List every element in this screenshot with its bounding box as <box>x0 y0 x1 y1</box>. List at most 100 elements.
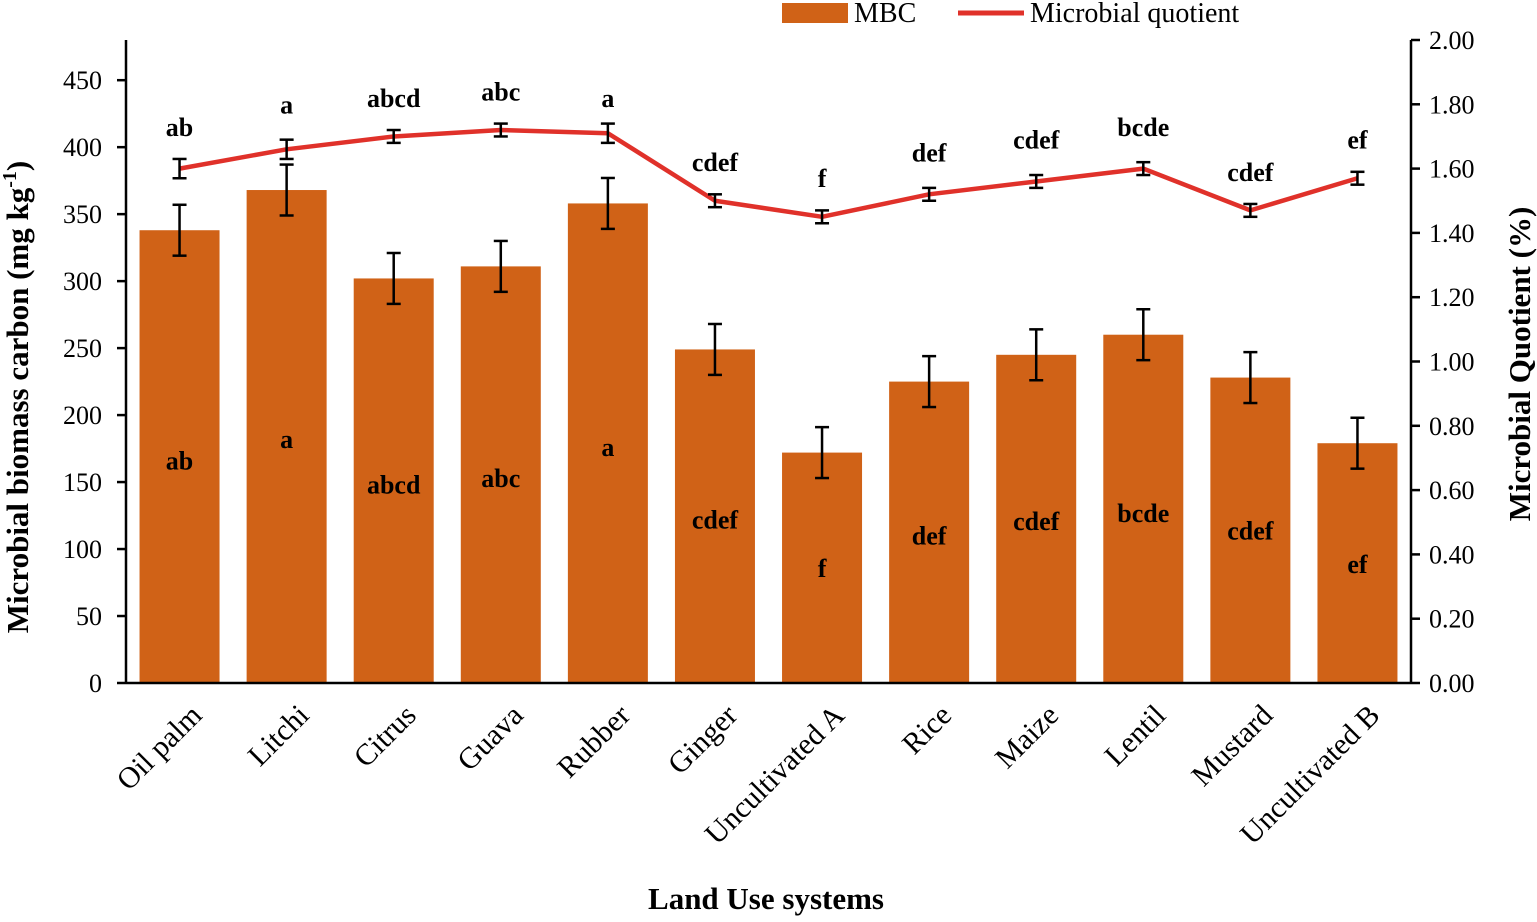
error-bar-mbc <box>386 251 401 306</box>
error-bar-quotient <box>1350 170 1365 186</box>
x-tick-label: Citrus <box>347 699 422 774</box>
bar-significance-label: a <box>601 433 614 462</box>
error-bar-quotient <box>386 128 401 145</box>
x-tick-label: Ginger <box>662 699 744 781</box>
x-tick-label: Maize <box>989 699 1065 775</box>
y-tick-label: 100 <box>63 535 102 564</box>
y2-tick-label: 1.20 <box>1429 283 1475 312</box>
bar-significance-label: ef <box>1347 550 1368 579</box>
legend: MBC Microbial quotient <box>782 0 1239 29</box>
line-significance-label: def <box>912 139 947 168</box>
y2-tick-label: 0.00 <box>1429 669 1475 698</box>
bar-significance-label: bcde <box>1117 499 1169 528</box>
y2-tick-label: 1.80 <box>1429 90 1475 119</box>
bar-significance-label: abcd <box>367 471 421 500</box>
bar-significance-label: cdef <box>1013 507 1060 536</box>
y-axis-title: Microbial biomass carbon (mg kg-1) <box>0 161 35 634</box>
bar-significance-label: abc <box>481 464 520 493</box>
error-bar-mbc <box>707 322 722 377</box>
error-bar-mbc <box>1136 308 1151 362</box>
bar-mbc <box>782 452 863 683</box>
legend-label-microbial-quotient: Microbial quotient <box>1030 0 1239 29</box>
bar-mbc <box>246 190 327 684</box>
y2-tick-label: 0.40 <box>1429 540 1475 569</box>
x-tick-label: Litchi <box>242 699 316 773</box>
error-bar-mbc <box>922 354 937 409</box>
error-bar-mbc <box>1243 350 1258 405</box>
line-significance-label: cdef <box>1013 126 1060 155</box>
bar-mbc <box>1103 334 1184 683</box>
bar-mbc <box>889 381 970 683</box>
error-bar-quotient <box>707 193 722 209</box>
y2-tick-label: 0.80 <box>1429 412 1475 441</box>
line-significance-label: a <box>280 90 293 119</box>
line-significance-label: bcde <box>1117 113 1169 142</box>
error-bar-quotient <box>1136 160 1151 177</box>
y2-tick-label: 1.60 <box>1429 155 1475 184</box>
y-tick-label: 200 <box>63 401 102 430</box>
bar-mbc <box>567 203 648 683</box>
y2-tick-label: 1.40 <box>1429 219 1475 248</box>
error-bar-mbc <box>493 239 508 294</box>
bar-significance-label: a <box>280 425 293 454</box>
bar-mbc <box>1210 377 1291 683</box>
error-bar-quotient <box>493 122 508 138</box>
y2-tick-label: 0.60 <box>1429 476 1475 505</box>
error-bar-quotient <box>600 122 615 145</box>
bar-mbc <box>139 230 220 684</box>
y-axis-title-sup: -1 <box>0 171 21 188</box>
legend-swatch-mbc <box>782 3 848 23</box>
x-tick-label: Lentil <box>1098 699 1172 773</box>
y2-tick-label: 0.20 <box>1429 605 1475 634</box>
y-tick-label: 450 <box>63 66 102 95</box>
y-axis-title-main: Microbial biomass carbon (mg kg <box>0 187 35 633</box>
line-significance-label: f <box>818 164 827 193</box>
y2-tick-label: 2.00 <box>1429 26 1475 55</box>
y-axis-title-close: ) <box>0 161 35 171</box>
line-significance-label: cdef <box>1227 158 1274 187</box>
bar-significance-label: cdef <box>1227 516 1274 545</box>
y2-tick-label: 1.00 <box>1429 348 1475 377</box>
line-microbial-quotient <box>179 127 1359 220</box>
error-bar-quotient <box>922 186 937 202</box>
line-significance-label: abcd <box>367 84 421 113</box>
error-bar-quotient <box>172 157 187 180</box>
error-bar-mbc <box>1350 416 1365 470</box>
error-bar-quotient <box>1243 202 1258 219</box>
line-significance-label: cdef <box>692 148 739 177</box>
y-tick-label: 250 <box>63 334 102 363</box>
y-tick-label: 400 <box>63 133 102 162</box>
bar-mbc <box>674 349 755 683</box>
x-axis-title: Land Use systems <box>648 881 884 916</box>
bar-significance-label: def <box>912 522 947 551</box>
x-tick-label: Rice <box>896 699 958 761</box>
error-bar-mbc <box>172 203 187 257</box>
error-bar-quotient <box>279 138 294 161</box>
bar-significance-label: ab <box>166 447 193 476</box>
x-tick-label: Rubber <box>551 699 637 785</box>
error-bar-quotient <box>1029 173 1044 190</box>
error-bar-mbc <box>600 176 615 231</box>
legend-label-mbc: MBC <box>854 0 916 29</box>
bar-mbc <box>1317 443 1398 683</box>
bar-mbc <box>353 278 434 683</box>
error-bar-mbc <box>815 425 830 480</box>
y2-axis-title: Microbial Quotient (%) <box>1502 207 1537 522</box>
bar-significance-label: cdef <box>692 506 739 535</box>
x-tick-label: Oil palm <box>110 699 208 797</box>
y-tick-label: 150 <box>63 468 102 497</box>
bar-significance-label: f <box>818 554 827 583</box>
x-tick-label: Guava <box>451 699 530 778</box>
line-significance-label: ab <box>166 113 193 142</box>
x-tick-label: Mustard <box>1185 699 1279 793</box>
line-significance-label: ef <box>1347 126 1368 155</box>
y-tick-label: 300 <box>63 267 102 296</box>
line-significance-label: abc <box>481 77 520 106</box>
error-bar-mbc <box>1029 328 1044 382</box>
error-bar-quotient <box>815 209 830 225</box>
error-bar-mbc <box>279 163 294 217</box>
y-tick-label: 350 <box>63 200 102 229</box>
bar-mbc <box>996 354 1077 683</box>
